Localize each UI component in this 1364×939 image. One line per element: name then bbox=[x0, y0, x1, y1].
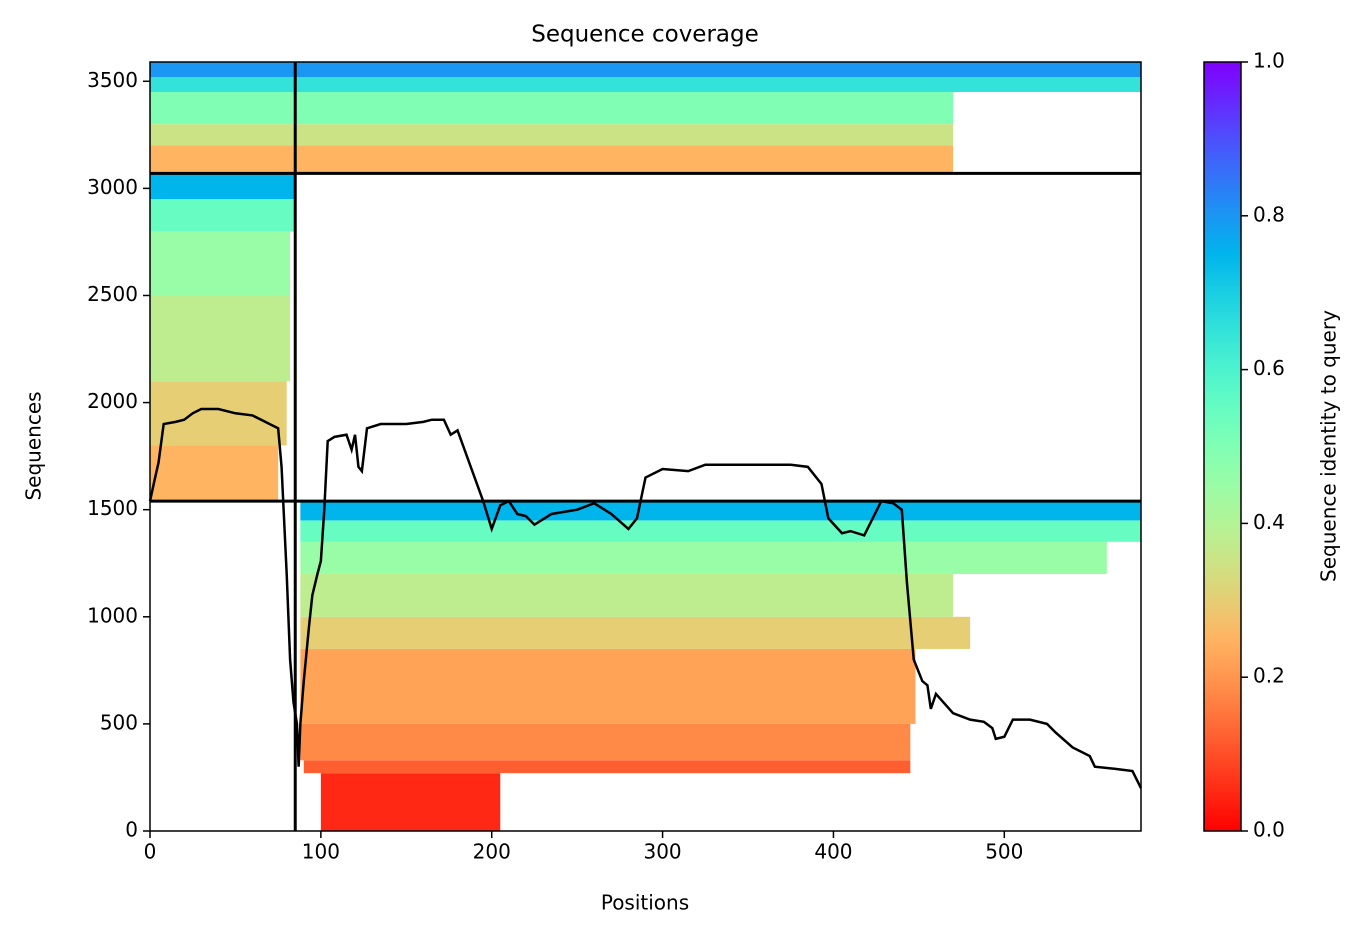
y-tick-label: 1500 bbox=[87, 496, 138, 520]
y-tick-label: 0 bbox=[125, 818, 138, 842]
x-tick-label: 0 bbox=[144, 840, 157, 864]
plot-frame bbox=[149, 61, 1142, 832]
y-tick-label: 500 bbox=[100, 710, 138, 734]
colorbar bbox=[1203, 61, 1242, 832]
x-tick-label: 400 bbox=[814, 840, 852, 864]
coverage-block bbox=[150, 76, 1141, 92]
colorbar-tick-label: 0.2 bbox=[1253, 664, 1285, 688]
colorbar-tick-label: 0.0 bbox=[1253, 818, 1285, 842]
x-tick-label: 300 bbox=[643, 840, 681, 864]
y-tick-label: 2000 bbox=[87, 389, 138, 413]
colorbar-tick-label: 0.6 bbox=[1253, 356, 1285, 380]
coverage-line bbox=[148, 407, 1143, 789]
x-tick-label: 100 bbox=[302, 840, 340, 864]
x-axis-label: Positions bbox=[601, 891, 689, 915]
coverage-block bbox=[150, 173, 296, 200]
x-tick-label: 200 bbox=[473, 840, 511, 864]
coverage-block bbox=[300, 541, 1107, 574]
coverage-block bbox=[300, 520, 1141, 542]
coverage-block bbox=[150, 145, 954, 174]
y-tick-label: 3500 bbox=[87, 68, 138, 92]
coverage-block bbox=[150, 231, 291, 296]
y-tick-label: 2500 bbox=[87, 282, 138, 306]
colorbar-label: Sequence identity to query bbox=[1317, 310, 1341, 582]
chart-title: Sequence coverage bbox=[531, 22, 759, 48]
coverage-block bbox=[300, 501, 1141, 521]
coverage-block bbox=[300, 616, 971, 649]
coverage-block bbox=[150, 295, 291, 382]
coverage-block bbox=[150, 62, 1141, 77]
y-tick-label: 3000 bbox=[87, 175, 138, 199]
coverage-block bbox=[150, 91, 954, 125]
colorbar-tick-label: 1.0 bbox=[1253, 49, 1285, 73]
y-tick-label: 1000 bbox=[87, 603, 138, 627]
colorbar-tick-label: 0.8 bbox=[1253, 202, 1285, 226]
coverage-block bbox=[150, 445, 279, 502]
coverage-block bbox=[150, 381, 287, 446]
y-axis-label: Sequences bbox=[22, 391, 46, 500]
coverage-block bbox=[150, 199, 296, 232]
coverage-block bbox=[300, 573, 954, 617]
coverage-block bbox=[303, 760, 911, 774]
coverage-block bbox=[300, 648, 916, 724]
coverage-block bbox=[320, 773, 501, 831]
coverage-block bbox=[150, 124, 954, 146]
coverage-block bbox=[300, 723, 911, 761]
x-tick-label: 500 bbox=[985, 840, 1023, 864]
colorbar-tick-label: 0.4 bbox=[1253, 510, 1285, 534]
